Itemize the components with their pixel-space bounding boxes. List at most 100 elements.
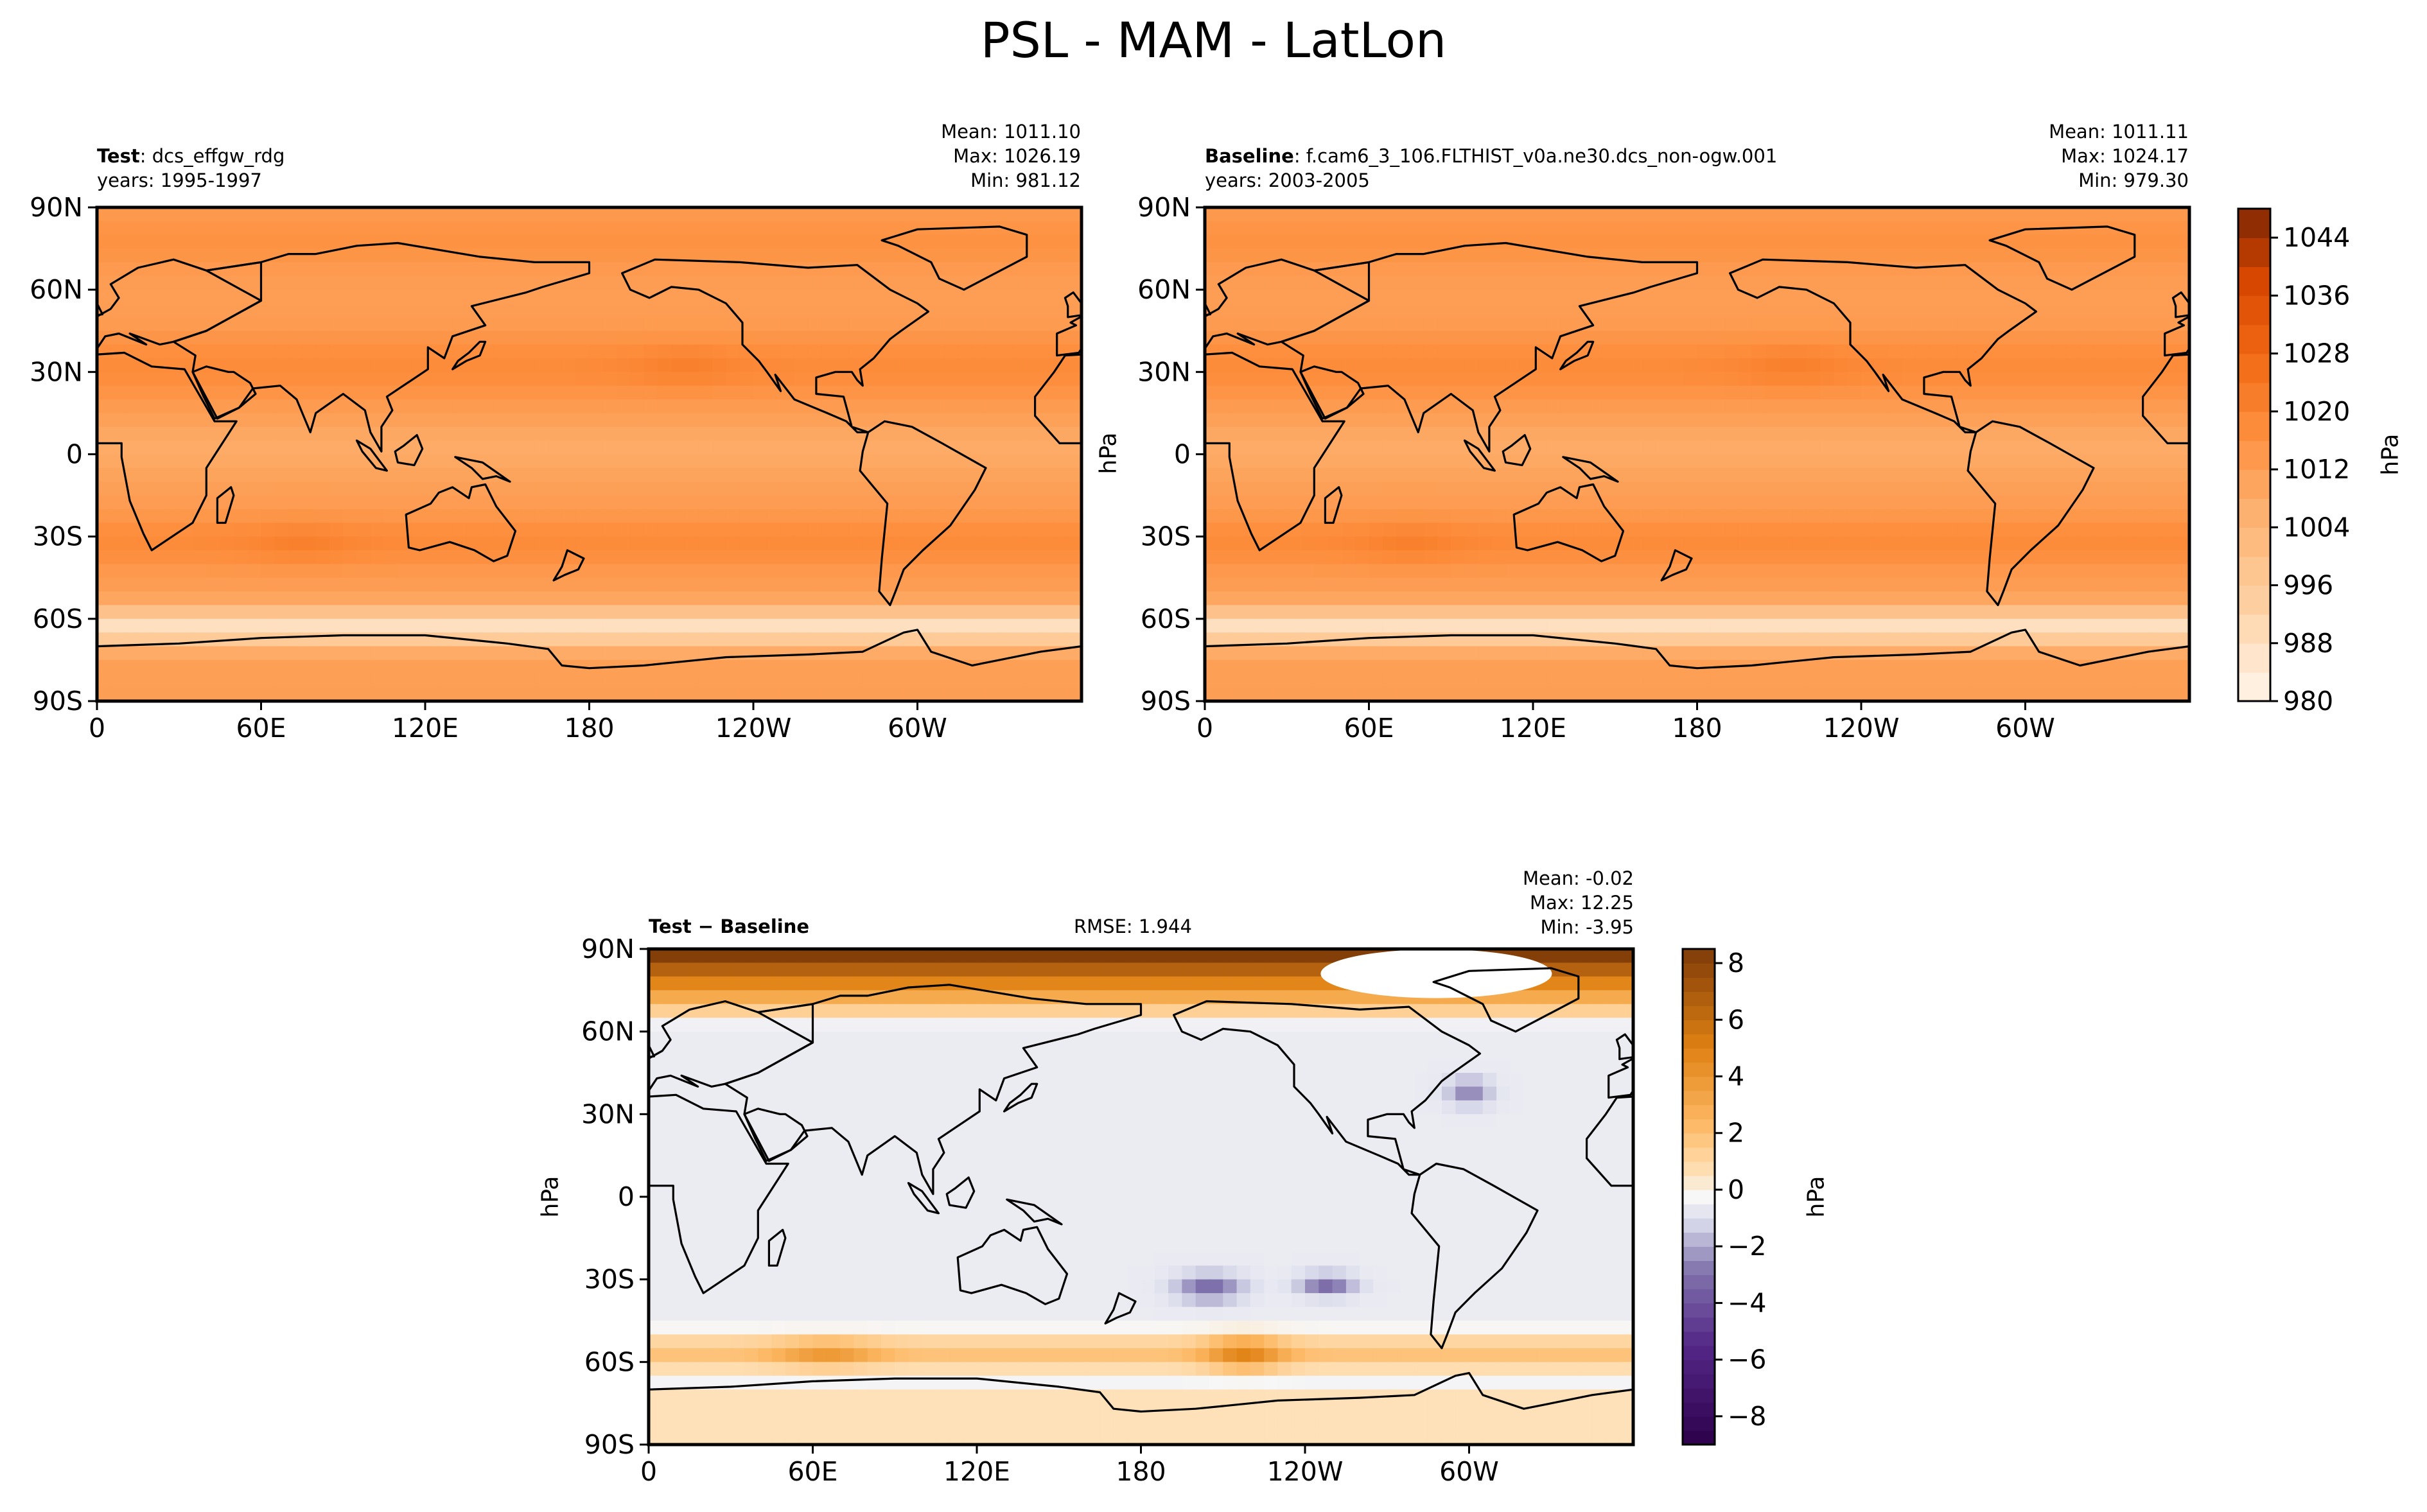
coastline-namerica <box>1729 258 2038 433</box>
coastline-uk <box>97 301 104 317</box>
colorbar-band <box>2238 411 2270 441</box>
baseline-stats: Mean: 1011.11 Max: 1024.17 Min: 979.30 <box>2049 119 2189 193</box>
colorbar-band <box>1683 1020 1715 1035</box>
coastline-samerica <box>859 420 987 607</box>
coastline-antarctica <box>649 1371 1633 1445</box>
coastline-africa <box>649 1093 789 1294</box>
colorbar-band <box>2238 324 2270 354</box>
colorbar-frame <box>1681 948 1716 1446</box>
coastline-uk <box>2171 291 2189 318</box>
lon-tick-label: 0 <box>1196 713 1213 743</box>
colorbar-band <box>1683 1416 1715 1431</box>
colorbar-band <box>2238 238 2270 268</box>
test-years: years: 1995-1997 <box>97 169 262 191</box>
baseline-header: Baseline: f.cam6_3_106.FLTHIST_v0a.ne30.… <box>1205 144 1777 193</box>
colorbar-band <box>1683 1387 1715 1403</box>
colorbar-band <box>1683 1232 1715 1247</box>
baseline-label-bold: Baseline <box>1205 145 1294 167</box>
coastline-samerica <box>1410 1162 1539 1350</box>
lon-tick-label: 60W <box>888 713 947 743</box>
colorbar-band <box>1683 963 1715 978</box>
coastline-arabia <box>743 1108 809 1162</box>
colorbar-band <box>1683 1090 1715 1106</box>
lat-tick-label: 60N <box>1137 274 1191 305</box>
colorbar-tick-label: 1004 <box>2283 512 2350 543</box>
lon-tick-label: 0 <box>640 1456 657 1487</box>
coastline-antarctica <box>1205 629 2189 701</box>
colorbar-band <box>1683 1402 1715 1417</box>
coastline-africa <box>97 351 238 552</box>
coastline-png <box>454 456 511 483</box>
test-stats: Mean: 1011.10 Max: 1026.19 Min: 981.12 <box>941 119 1081 193</box>
colorbar-band <box>1683 1218 1715 1233</box>
colorbar-band <box>2238 440 2270 470</box>
colorbar-band <box>2238 209 2270 238</box>
baseline-hpa-label: hPa <box>1095 432 1122 474</box>
colorbar-tick-label: 1020 <box>2283 396 2350 427</box>
lat-tick-label: 90S <box>1141 686 1191 717</box>
colorbar-band <box>1683 991 1715 1007</box>
lon-tick-label: 60W <box>1995 713 2055 743</box>
lat-tick-label: 30S <box>1141 521 1191 552</box>
test-min: Min: 981.12 <box>970 169 1081 191</box>
lat-tick-label: 60N <box>581 1016 635 1047</box>
colorbar-band <box>1683 1289 1715 1304</box>
coastline-nz <box>552 549 585 582</box>
baseline-years: years: 2003-2005 <box>1205 169 1370 191</box>
coastline-namerica <box>621 258 930 433</box>
colorbar-band <box>2238 382 2270 412</box>
lat-tick-label: 0 <box>66 439 83 470</box>
colorbar-tick-label: −8 <box>1728 1401 1766 1432</box>
diff-hpa-label: hPa <box>537 1176 564 1218</box>
coastline-png <box>1562 456 1619 483</box>
colorbar-tick-label: 1036 <box>2283 280 2350 311</box>
colorbar-band <box>2238 266 2270 297</box>
colorbar-band <box>1683 1076 1715 1091</box>
coastline-sumatra <box>355 439 388 472</box>
coastline-australia <box>405 483 517 562</box>
colorbar-band <box>1683 1034 1715 1049</box>
coastline-sumatra <box>907 1182 940 1215</box>
colorbar-tick-label: −2 <box>1728 1231 1766 1262</box>
colorbar-band <box>1683 1345 1715 1360</box>
lon-tick-label: 120W <box>1823 713 1900 743</box>
lat-tick-label: 30N <box>1137 356 1191 387</box>
lat-tick-label: 0 <box>1174 439 1191 470</box>
coastline-greenland <box>1988 225 2136 291</box>
coastline-japan <box>451 340 487 370</box>
coastline-australia <box>956 1226 1069 1305</box>
coastline-madagascar <box>216 486 235 524</box>
coastline-antarctica <box>97 629 1082 701</box>
lat-tick-label: 90S <box>33 686 83 717</box>
diff-stats: Mean: -0.02 Max: 12.25 Min: -3.95 <box>1523 866 1634 939</box>
lat-tick-label: 30S <box>33 521 83 552</box>
diff-colorbar-label: hPa <box>1803 1176 1830 1218</box>
coastline-asia <box>1280 241 1699 453</box>
coastline-samerica <box>1967 420 2095 607</box>
coastline-asia <box>724 984 1143 1195</box>
colorbar-band <box>2238 672 2270 702</box>
lon-tick-label: 60E <box>787 1456 837 1487</box>
coastline-namerica <box>1173 1000 1482 1176</box>
colorbar-tick-label: 2 <box>1728 1118 1744 1149</box>
lon-tick-label: 60W <box>1439 1456 1499 1487</box>
colorbar-band <box>1683 1246 1715 1262</box>
coastline-madagascar <box>767 1228 787 1267</box>
coastline-africa <box>1205 351 1345 552</box>
coastline-uk <box>1205 301 1212 317</box>
colorbar-band <box>2238 498 2270 528</box>
lon-tick-label: 120E <box>1500 713 1566 743</box>
colorbar-band <box>2238 643 2270 673</box>
colorbar-band <box>1683 1373 1715 1389</box>
coastline-arabia <box>1299 365 1365 420</box>
colorbar-tick-label: 4 <box>1728 1061 1744 1092</box>
colorbar-tick-label: 0 <box>1728 1174 1744 1205</box>
colorbar-band <box>2238 585 2270 615</box>
baseline-max: Max: 1024.17 <box>2061 145 2189 167</box>
coastline-greenland <box>1432 967 1580 1033</box>
main-colorbar: 1044 1036 1028 1020 1012 1004 996 988 980 <box>2237 207 2350 717</box>
lat-tick-label: 0 <box>618 1181 635 1212</box>
lat-tick-label: 30S <box>584 1264 635 1295</box>
colorbar-tick-label: −4 <box>1728 1287 1766 1318</box>
coastline-australia <box>1512 483 1625 562</box>
